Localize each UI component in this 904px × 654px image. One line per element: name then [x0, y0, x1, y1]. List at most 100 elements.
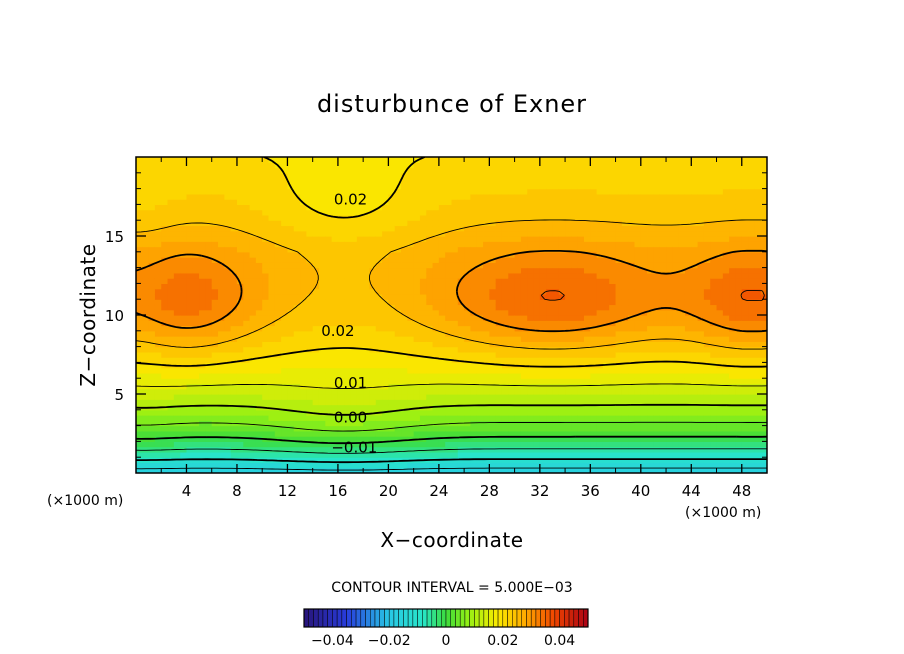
x-tick-label: 40: [631, 482, 650, 500]
colorbar-cell: [549, 608, 556, 628]
contour-line: [540, 290, 765, 301]
colorbar-cell: [379, 608, 385, 628]
colorbar-cell: [393, 608, 399, 628]
y-tick-label: 5: [114, 386, 124, 404]
contour-line: [136, 219, 767, 350]
contour-label: 0.01: [334, 374, 367, 392]
colorbar-cell: [303, 608, 309, 628]
colorbar-cell: [388, 608, 395, 628]
contour-interval-text: CONTOUR INTERVAL = 5.000E−03: [331, 580, 572, 596]
x-tick-label: 24: [429, 482, 448, 500]
colorbar-cell: [327, 608, 333, 628]
colorbar-cell: [540, 608, 546, 628]
x-tick-label: 16: [328, 482, 347, 500]
x-tick-label: 36: [581, 482, 600, 500]
x-tick-label: 28: [480, 482, 499, 500]
colorbar-cell: [478, 608, 485, 628]
colorbar-cell: [322, 608, 328, 628]
contour-lines: [136, 157, 767, 471]
colorbar-cell: [341, 608, 347, 628]
colorbar-cell: [483, 608, 489, 628]
colorbar-cell: [370, 608, 376, 628]
contour-line: [136, 435, 767, 445]
contour-line: [136, 448, 767, 454]
colorbar-cell: [398, 608, 404, 628]
colorbar-cell: [412, 608, 418, 628]
colorbar-tick-label: −0.02: [368, 633, 411, 649]
x-tick-label: 44: [682, 482, 701, 500]
colorbar-cell: [464, 608, 470, 628]
x-tick-label: 12: [278, 482, 297, 500]
x-unit-right: (×1000 m): [685, 505, 761, 521]
colorbar-cell: [474, 608, 480, 628]
colorbar-cell: [355, 608, 362, 628]
x-tick-label: 32: [530, 482, 549, 500]
colorbar-cell: [459, 608, 466, 628]
colorbar-cell: [521, 608, 527, 628]
colorbar-cell: [365, 608, 371, 628]
contour-field: [136, 157, 767, 473]
colorbar-tick-label: 0.04: [544, 633, 575, 649]
contour-line: [136, 383, 767, 389]
colorbar-cell: [436, 608, 442, 628]
colorbar-cell: [530, 608, 537, 628]
contour-line: [136, 458, 767, 464]
colorbar-cell: [578, 608, 584, 628]
colorbar-cell: [417, 608, 423, 628]
contour-labels: 0.02 0.02 0.01 0.00 −0.01: [321, 191, 377, 457]
colorbar-cell: [564, 608, 570, 628]
colorbar-cell: [502, 608, 508, 628]
y-axis-label: Z−coordinate: [76, 243, 100, 386]
y-axis-ticks: 5 10 15: [105, 172, 767, 458]
colorbar-cell: [431, 608, 437, 628]
chart-title: disturbunce of Exner: [317, 90, 587, 118]
y-tick-label: 15: [105, 228, 124, 246]
contour-line: [136, 157, 767, 368]
colorbar-cell: [512, 608, 518, 628]
colorbar-cell: [336, 608, 343, 628]
colorbar-cell: [441, 608, 447, 628]
colorbar-cell: [351, 608, 357, 628]
colorbar-cell: [445, 608, 451, 628]
x-tick-label: 48: [732, 482, 751, 500]
contour-label: 0.02: [334, 191, 367, 209]
colorbar-cell: [573, 608, 579, 628]
colorbar-cell: [497, 608, 504, 628]
colorbar-cell: [317, 608, 324, 628]
colorbar-cell: [313, 608, 319, 628]
colorbar-tick-label: −0.04: [311, 633, 354, 649]
x-tick-label: 20: [379, 482, 398, 500]
contour-label: 0.00: [334, 409, 367, 427]
colorbar-cell: [374, 608, 380, 628]
contour-label: −0.01: [331, 439, 377, 457]
colorbar-cell: [455, 608, 461, 628]
x-tick-label: 4: [182, 482, 192, 500]
x-unit-left: (×1000 m): [47, 493, 123, 509]
colorbar-cell: [507, 608, 513, 628]
colorbar-cell: [426, 608, 433, 628]
x-axis-ticks: 4 8 12 16 20 24 28 32 36 40 44 48: [160, 157, 751, 500]
colorbar: [303, 608, 589, 628]
colorbar-cell: [545, 608, 551, 628]
colorbar-cell: [568, 608, 575, 628]
colorbar-frame: [303, 608, 589, 628]
colorbar-cell: [526, 608, 532, 628]
colorbar-cell: [469, 608, 475, 628]
colorbar-tick-label: 0: [442, 633, 451, 649]
colorbar-cell: [308, 608, 314, 628]
colorbar-cell: [583, 608, 589, 628]
colorbar-cell: [516, 608, 522, 628]
colorbar-cell: [403, 608, 409, 628]
colorbar-tick-label: 0.02: [487, 633, 518, 649]
colorbar-cell: [535, 608, 541, 628]
colorbar-cell: [488, 608, 494, 628]
y-tick-label: 10: [105, 307, 124, 325]
contour-line: [136, 403, 767, 416]
colorbar-cell: [559, 608, 565, 628]
x-tick-label: 8: [232, 482, 242, 500]
colorbar-cell: [332, 608, 338, 628]
colorbar-cell: [493, 608, 499, 628]
colorbar-cell: [346, 608, 352, 628]
colorbar-cell: [422, 608, 428, 628]
